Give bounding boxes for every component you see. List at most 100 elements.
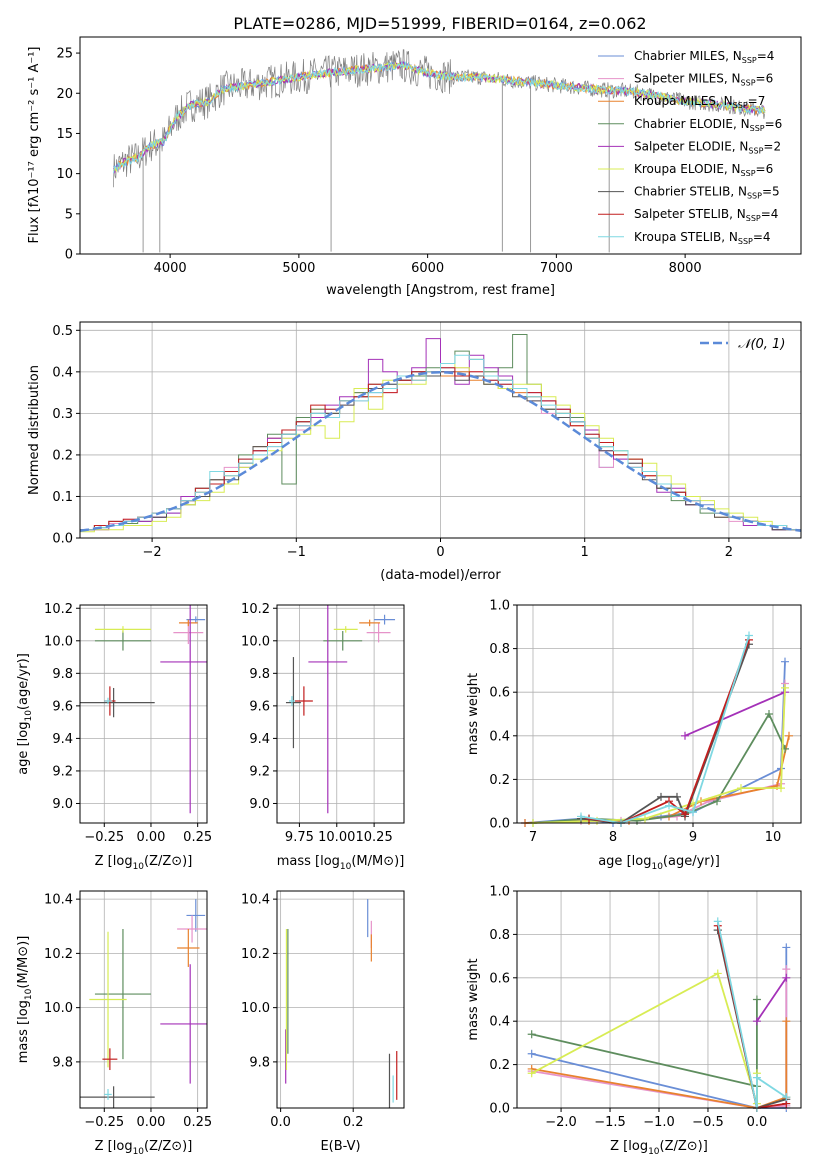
massweight-vs-age-ytick-label: 0.4 (489, 729, 510, 744)
age-vs-mass-xtick-label: 10.00 (318, 830, 355, 845)
age-vs-mass-ytick-label: 10.2 (241, 602, 270, 617)
massweight-vs-age-point-marker (785, 731, 793, 740)
massweight-vs-age-xlabel-post: (age/yr)] (663, 854, 720, 869)
spectrum-data-line (113, 49, 766, 188)
massweight-vs-z-point-marker (713, 969, 722, 978)
age-vs-z-xlabel-pre: Z [log (95, 854, 133, 869)
mass-vs-ebv-ytick-label: 10.0 (241, 1001, 270, 1016)
massweight-vs-age-frame (516, 604, 802, 824)
massweight-vs-z-ytick-label: 0.8 (489, 928, 510, 943)
age-vs-z-points (80, 605, 207, 814)
mass-vs-z-ytick-label: 10.0 (44, 1001, 73, 1016)
massweight-vs-z-series-line (531, 972, 758, 1104)
spectrum-xtick-label: 8000 (669, 261, 702, 276)
spectrum-ytick-label: 20 (56, 87, 73, 102)
plots-layer: 4000 5000 6000 7000 80000510152025wavelength… (16, 36, 802, 1157)
age-vs-z-ylabel-post: (age/yr)] (16, 653, 31, 710)
legend-label-sub: SSP (742, 56, 757, 65)
legend-label-main: Kroupa ELODIE, N (634, 162, 741, 176)
massweight-vs-z-xlabel-sub: 10 (648, 1147, 660, 1157)
legend-label-suffix: =6 (756, 162, 774, 176)
massweight-vs-age-point-marker (745, 631, 753, 640)
legend-label-main: Salpeter MILES, N (634, 72, 741, 86)
massweight-vs-age-xlabel: age [log10(age/yr)] (598, 854, 720, 872)
legend-label-sub: SSP (741, 169, 756, 178)
residuals-xlabel: (data-model)/error (380, 568, 501, 583)
age-vs-z-ytick-label: 9.6 (52, 699, 73, 714)
massweight-vs-age-point-marker (577, 812, 585, 821)
legend-label-sub: SSP (746, 214, 761, 223)
massweight-vs-age-ytick-label: 0.8 (489, 642, 510, 657)
massweight-vs-z-point-marker (527, 1049, 536, 1058)
massweight-vs-age-point-marker (681, 731, 689, 740)
age-vs-z-ytick-label: 9.4 (52, 732, 73, 747)
mass-vs-ebv-xtick-label: 0.2 (343, 1115, 364, 1130)
residuals-ytick-label: 0.0 (52, 532, 73, 547)
legend-label-suffix: =5 (762, 185, 780, 199)
age-vs-z-ytick-label: 9.8 (52, 667, 73, 682)
age-vs-mass-xtick-label: 10.25 (356, 830, 393, 845)
spectrum-ytick-label: 25 (56, 47, 73, 62)
mass-vs-ebv-ytick-label: 9.8 (249, 1055, 270, 1070)
massweight-vs-z-point-marker (527, 1030, 536, 1039)
age-vs-mass-xlabel-pre: mass [log (277, 854, 340, 869)
massweight-vs-age-point-marker (781, 683, 789, 692)
residuals-xtick-label: 2 (725, 545, 733, 560)
age-vs-mass-ytick-label: 9.0 (249, 797, 270, 812)
legend-label-suffix: =7 (748, 94, 766, 108)
legend-label-suffix: =4 (761, 207, 779, 221)
age-vs-z-ytick-label: 9.2 (52, 764, 73, 779)
mass-vs-z-xlabel-post: (Z/Z⊙)] (144, 1139, 192, 1154)
age-vs-z-xlabel-sub: 10 (133, 862, 145, 872)
massweight-vs-age-ytick-label: 0.0 (489, 817, 510, 832)
age-vs-mass-ytick-label: 9.4 (249, 732, 270, 747)
massweight-vs-age-series-line (684, 691, 786, 737)
massweight-vs-z-xtick-label: −1.5 (594, 1115, 626, 1130)
legend-label-main: Chabrier MILES, N (634, 49, 742, 63)
massweight-vs-age-point-marker (713, 797, 721, 806)
massweight-vs-age-point-marker (765, 710, 773, 718)
age-vs-mass-frame (276, 604, 405, 824)
massweight-vs-z-xlabel-pre: Z [log (610, 1139, 648, 1154)
legend-label-sub: SSP (733, 101, 748, 110)
massweight-vs-z-point-marker (527, 1069, 536, 1078)
massweight-vs-z-xtick-label: −0.5 (692, 1115, 724, 1130)
legend-label-sub: SSP (741, 79, 756, 88)
age-vs-mass-ytick-label: 9.8 (249, 667, 270, 682)
massweight-vs-z-series-line (531, 999, 758, 1108)
figure-title: PLATE=0286, MJD=51999, FIBERID=0164, z=0… (233, 14, 646, 33)
massweight-vs-z-xlabel: Z [log10(Z/Z⊙)] (610, 1139, 708, 1157)
age-vs-mass-xlabel-post: (M/M⊙)] (351, 854, 404, 869)
massweight-vs-z-point-marker (752, 995, 761, 1004)
age-vs-z-xlabel: Z [log10(Z/Z⊙)] (95, 854, 193, 872)
mass-vs-ebv-points (285, 899, 398, 1108)
massweight-vs-z-xtick-label: 0.0 (747, 1115, 768, 1130)
massweight-vs-age-ylabel: mass weight (466, 673, 481, 755)
age-vs-z-ylabel-sub: 10 (24, 710, 34, 722)
massweight-vs-age-point-marker (781, 657, 789, 666)
age-vs-z-ylabel: age [log10(age/yr)] (16, 653, 34, 775)
legend-label-main: Kroupa STELIB, N (634, 230, 738, 244)
spectrum-legend-label: Chabrier MILES, NSSP=4 (634, 49, 774, 65)
massweight-vs-z-point-marker (782, 943, 791, 952)
mass-vs-z-xlabel: Z [log10(Z/Z⊙)] (95, 1139, 193, 1157)
residuals-ylabel: Normed distribution (27, 365, 42, 495)
massweight-vs-age-xlabel-pre: age [log (598, 854, 651, 869)
age-vs-z-xtick-label: −0.25 (84, 830, 124, 845)
legend-label-sub: SSP (738, 237, 753, 246)
age-vs-z-ytick-label: 10.0 (44, 634, 73, 649)
massweight-vs-z-ytick-label: 1.0 (489, 885, 510, 900)
massweight-vs-z-point-marker (782, 1093, 791, 1102)
residuals-xtick-label: −2 (143, 545, 162, 560)
massweight-vs-z-series-line (756, 977, 788, 1022)
legend-label-main: Chabrier ELODIE, N (634, 117, 750, 131)
mass-vs-z-ytick-label: 9.8 (52, 1055, 73, 1070)
spectrum-ytick-label: 0 (65, 248, 73, 263)
mass-vs-z-frame (79, 890, 208, 1109)
mass-vs-z-ytick-label: 10.4 (44, 893, 73, 908)
residuals-xtick-label: 1 (581, 545, 589, 560)
mass-vs-z-ylabel-post: (M/M⊙)] (16, 936, 31, 989)
massweight-vs-z-series-line (716, 921, 787, 1109)
spectrum-ylabel: Flux [fλ10⁻¹⁷ erg cm⁻² s⁻¹ A⁻¹] (27, 47, 42, 244)
massweight-vs-age-point-marker (665, 801, 673, 810)
